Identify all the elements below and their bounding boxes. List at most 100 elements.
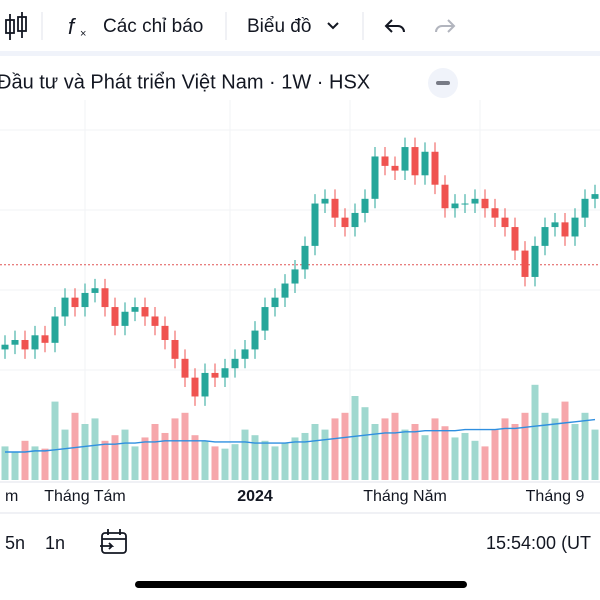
toolbar: f × Các chỉ báo Biểu đồ: [5, 12, 456, 40]
volume-bar: [211, 446, 219, 480]
candle-body: [551, 222, 559, 228]
candle-body: [441, 184, 449, 209]
volume-bar: [401, 429, 409, 480]
volume-bar: [51, 401, 59, 480]
x-tick-label: Tháng 9: [526, 488, 585, 505]
volume-bar: [171, 418, 179, 480]
fx-icon-x: ×: [80, 28, 86, 40]
candle-body: [301, 245, 309, 270]
clock: 15:54:00 (UT: [486, 533, 591, 553]
candle-body: [561, 222, 569, 237]
indicators-button[interactable]: Các chỉ báo: [103, 16, 203, 37]
volume-bar: [271, 446, 279, 480]
volume-bar: [101, 440, 109, 480]
chart-title: Đầu tư và Phát triển Việt Nam · 1W · HSX: [0, 71, 370, 93]
volume-bar: [151, 424, 159, 480]
candle-body: [61, 297, 69, 317]
range-button[interactable]: 5n: [5, 533, 25, 553]
candle-body: [191, 377, 199, 397]
undo-button[interactable]: [384, 19, 405, 33]
volume-bar: [81, 424, 89, 480]
x-tick-label: m: [5, 488, 18, 505]
volume-bar: [241, 429, 249, 480]
candle-body: [351, 212, 359, 228]
candle-body: [571, 217, 579, 237]
range-button[interactable]: 1n: [45, 533, 65, 553]
volume-bar: [551, 418, 559, 480]
goto-date-icon[interactable]: [100, 529, 127, 554]
candle-body: [131, 307, 139, 312]
volume-bar: [411, 424, 419, 480]
candle-body: [291, 269, 299, 284]
volume-bar: [471, 440, 479, 480]
volume-bar: [321, 429, 329, 480]
toolbar-divider: [0, 51, 600, 56]
candle-body: [311, 203, 319, 246]
candle-body: [381, 156, 389, 166]
candle-body: [581, 198, 589, 218]
candle-body: [201, 372, 209, 397]
candle-body: [401, 147, 409, 171]
candle-body: [81, 292, 89, 308]
candle-body: [461, 203, 469, 205]
candle-body: [501, 217, 509, 228]
volume-bar: [221, 448, 229, 480]
candle-body: [511, 227, 519, 251]
chart-type-button[interactable]: Biểu đồ: [247, 16, 311, 37]
volume-bar: [461, 432, 469, 480]
volume-bar: [191, 435, 199, 480]
candle-body: [241, 349, 249, 359]
candle-body: [471, 198, 479, 204]
volume-bar: [31, 446, 39, 480]
candle-body: [271, 297, 279, 308]
volume-bar: [561, 401, 569, 480]
candle-body: [161, 325, 169, 340]
candle-body: [91, 288, 99, 293]
candle-body: [531, 245, 539, 277]
volume-bar: [531, 384, 539, 480]
volume-bar: [311, 424, 319, 480]
collapse-icon: [436, 81, 450, 85]
volume-bar: [491, 429, 499, 480]
candle-body: [251, 330, 259, 350]
volume-bar: [481, 446, 489, 480]
volume-bar: [381, 418, 389, 480]
volume-bar: [281, 443, 289, 480]
candle-body: [361, 198, 369, 213]
candle-body: [231, 358, 239, 369]
candle-body: [491, 208, 499, 218]
candle-body: [21, 340, 29, 350]
dropdown-arrow: [327, 22, 339, 30]
volume-bar: [291, 437, 299, 480]
volume-bar: [331, 418, 339, 480]
volume-bar: [301, 432, 309, 480]
volume-bar: [541, 412, 549, 480]
candle-body: [521, 250, 529, 277]
candle-icon[interactable]: [5, 12, 27, 40]
volume-bar: [581, 412, 589, 480]
volume-bar: [391, 412, 399, 480]
candle-body: [431, 151, 439, 185]
candle-body: [451, 203, 459, 209]
volume-bar: [21, 440, 29, 480]
x-tick-label: Tháng Tám: [44, 488, 126, 505]
volume-bar: [141, 437, 149, 480]
candle-body: [171, 340, 179, 359]
candle-body: [591, 194, 599, 199]
volume-bar: [521, 412, 529, 480]
volume-bar: [431, 418, 439, 480]
volume-bar: [1, 446, 9, 480]
redo-button[interactable]: [435, 19, 456, 33]
grid: [0, 100, 600, 480]
fx-icon[interactable]: f: [68, 14, 77, 39]
volume-bar: [231, 444, 239, 480]
volume-bar: [111, 435, 119, 480]
candle-body: [11, 340, 19, 345]
volume-bar: [341, 412, 349, 480]
candle-body: [121, 311, 129, 326]
volume-bar: [91, 418, 99, 480]
candle-body: [181, 358, 189, 378]
candle-body: [371, 156, 379, 199]
